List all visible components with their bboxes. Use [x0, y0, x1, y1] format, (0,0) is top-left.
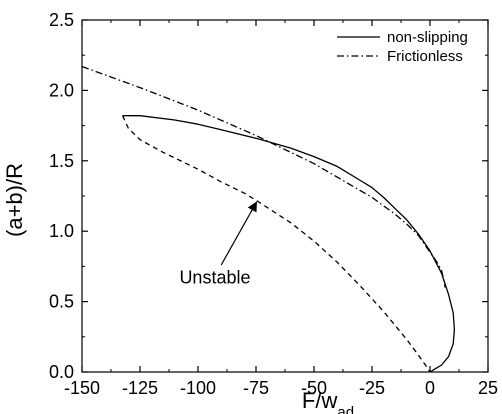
y-tick-label: 1.5 [49, 151, 74, 171]
x-tick-label: -25 [359, 378, 385, 398]
y-tick-label: 0.0 [49, 362, 74, 382]
annotation-label-unstable: Unstable [179, 267, 250, 287]
plot-frame [81, 19, 489, 373]
plot-area [81, 19, 489, 373]
x-tick-label: -50 [301, 378, 327, 398]
y-axis-title: (a+b)/R [2, 163, 27, 237]
tick-labels: -150 -125 -100 -75 -50 -25 0 25 0.0 0.5 1.0 1.5 2.0 2… [49, 10, 498, 398]
legend: non-slipping Frictionless [337, 29, 468, 65]
series-layer [81, 65, 456, 373]
y-tick-label: 2.5 [49, 10, 74, 30]
y-tick-label: 1.0 [49, 221, 74, 241]
x-tick-label: -125 [122, 378, 158, 398]
y-tick-label: 2.0 [49, 80, 74, 100]
x-axis-title-main: F/w [302, 388, 338, 413]
x-tick-label: -100 [180, 378, 216, 398]
x-axis-title: F/wad [302, 388, 354, 414]
legend-label-non-slipping: non-slipping [387, 29, 468, 46]
annotation-arrow [220, 201, 257, 266]
x-axis-title-sub: ad [337, 404, 354, 414]
legend-label-frictionless: Frictionless [387, 48, 463, 65]
x-tick-label: -150 [64, 378, 100, 398]
series-unstable [122, 115, 431, 373]
y-tick-label: 0.5 [49, 292, 74, 312]
x-tick-label: 0 [425, 378, 435, 398]
x-tick-label: -75 [243, 378, 269, 398]
series-frictionless [81, 65, 446, 288]
annotation-unstable: Unstable [179, 201, 257, 287]
x-tick-label: 25 [478, 378, 498, 398]
ticks [81, 19, 489, 373]
series-non-slipping [122, 115, 456, 373]
